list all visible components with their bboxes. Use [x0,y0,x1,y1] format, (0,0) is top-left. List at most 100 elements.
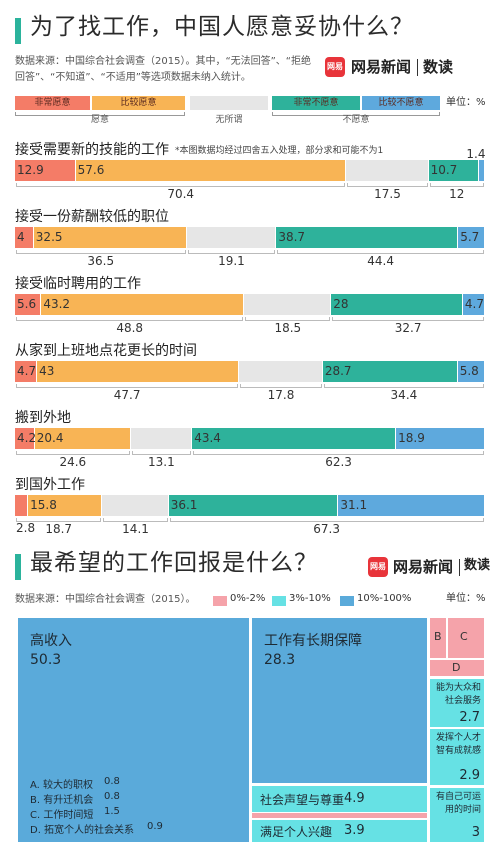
total-bracket [240,384,322,388]
bar-segment [244,294,332,315]
logo-separator [417,59,418,76]
bar-segment [102,495,169,516]
total-label: 34.4 [390,388,418,402]
treemap-tile [252,813,427,818]
legend-group-label: 无所谓 [215,115,243,125]
total-bracket [131,451,192,455]
total-bracket [347,183,428,187]
logo-column: 数读 [423,58,454,76]
source-note: 数据来源：中国综合社会调查（2015）。其中，“无法回答”、“拒绝回答”、“不知… [15,56,311,83]
segment-label: 12.9 [17,163,44,177]
total-bracket [429,183,484,187]
total-bracket [16,518,102,522]
tile-label: 高收入 [30,633,72,649]
item-label: 接受需要新的技能的工作 [15,142,169,158]
segment-label: 4 [17,230,25,244]
total-label: 18.5 [274,321,302,335]
total-label: 17.5 [374,187,401,201]
tile-label: 有自己可运用的时间 [435,792,481,815]
total-bracket [16,317,244,321]
segment-label: 31.1 [340,498,368,512]
segment-label: 1.4 [466,147,486,161]
legend-bracket [15,112,185,116]
segment-label: 38.7 [278,230,306,244]
total-bracket [16,183,346,187]
segment-label: 5.8 [459,364,479,378]
segment-label: 20.4 [36,431,64,445]
title-accent [15,18,21,44]
total-bracket [332,317,484,321]
legend-swatch: 比较愿意 [92,96,185,110]
legend-label: 非常不愿意 [293,98,339,108]
tile-value: 28.3 [264,652,296,668]
segment-label: 43 [39,364,55,378]
total-label: 14.1 [122,522,149,536]
segment-label: 5.6 [17,297,37,311]
item-label: 到国外工作 [15,477,85,493]
tile-label: 工作有长期保障 [264,633,362,649]
bar-segment [15,428,35,449]
segment-label: 18.9 [398,431,425,445]
legend-label: 非常愿意 [34,98,71,108]
treemap-tile: 发挥个人才智有成就感 2.9 [430,729,484,785]
legend-bracket [272,112,440,116]
legend-swatch [272,596,286,606]
item-label: 接受一份薪酬较低的职位 [15,209,169,225]
logo-icon: 网易 [368,557,388,577]
segment-label: 43.4 [194,431,221,445]
bar-segment [276,227,459,248]
bar-segment [15,495,29,516]
title-accent [15,554,21,580]
tile-value: 3 [471,825,480,840]
total-bracket [16,384,239,388]
segment-label: 57.6 [77,163,105,177]
segment-label: 10.7 [430,163,458,177]
legend-swatch [213,596,227,606]
segment-label: 4.2 [17,431,37,445]
logo-name: 网易新闻 [351,58,412,76]
bar-segment [346,160,429,181]
bar-segment [396,428,485,449]
source-note: 数据来源：中国综合社会调查（2015）。 [15,594,196,605]
legend-swatch: 比较不愿意 [362,96,440,110]
total-bracket [16,451,130,455]
bar-segment [186,227,277,248]
total-label: 70.4 [167,187,195,201]
total-bracket [193,451,484,455]
total-label: 62.3 [325,455,352,469]
total-bracket [16,250,186,254]
bar-segment [462,294,485,315]
treemap-tile: 工作有长期保障 28.3 [252,618,427,783]
segment-label: 4.7 [464,297,484,311]
bar-segment [458,227,485,248]
treemap-tile: 满足个人兴趣 3.9 [252,820,427,842]
legend-label: 比较不愿意 [378,98,424,108]
legend-label: 0%-2% [230,593,266,604]
total-bracket [169,518,484,522]
item-label: 搬到外地 [15,410,71,426]
bar-segment [33,227,187,248]
treemap-tile [430,618,446,658]
total-label: 18.7 [45,522,73,536]
tile-value: 50.3 [30,652,62,668]
tile-key: C [460,630,468,643]
bar-segment [41,294,245,315]
logo-separator [459,559,460,576]
total-label: 13.1 [148,455,175,469]
treemap-tile: 能为大众和社会服务 2.7 [430,679,484,727]
bar-segment [239,361,323,382]
bar-segment [130,428,193,449]
logo-name: 网易新闻 [393,558,454,576]
total-bracket [323,384,484,388]
treemap-tile: 高收入 50.3 [18,618,249,842]
bar-segment [428,160,479,181]
bar-segment [75,160,347,181]
small-item-value: 1.5 [104,806,120,817]
small-item-label: D. 拓宽个人的社会关系 [30,825,135,836]
tile-label: 满足个人兴趣 [260,825,333,839]
small-item-value: 0.8 [104,776,120,787]
total-bracket [277,250,484,254]
total-label: 12 [449,187,465,201]
item-label: 接受临时聘用的工作 [15,276,141,292]
